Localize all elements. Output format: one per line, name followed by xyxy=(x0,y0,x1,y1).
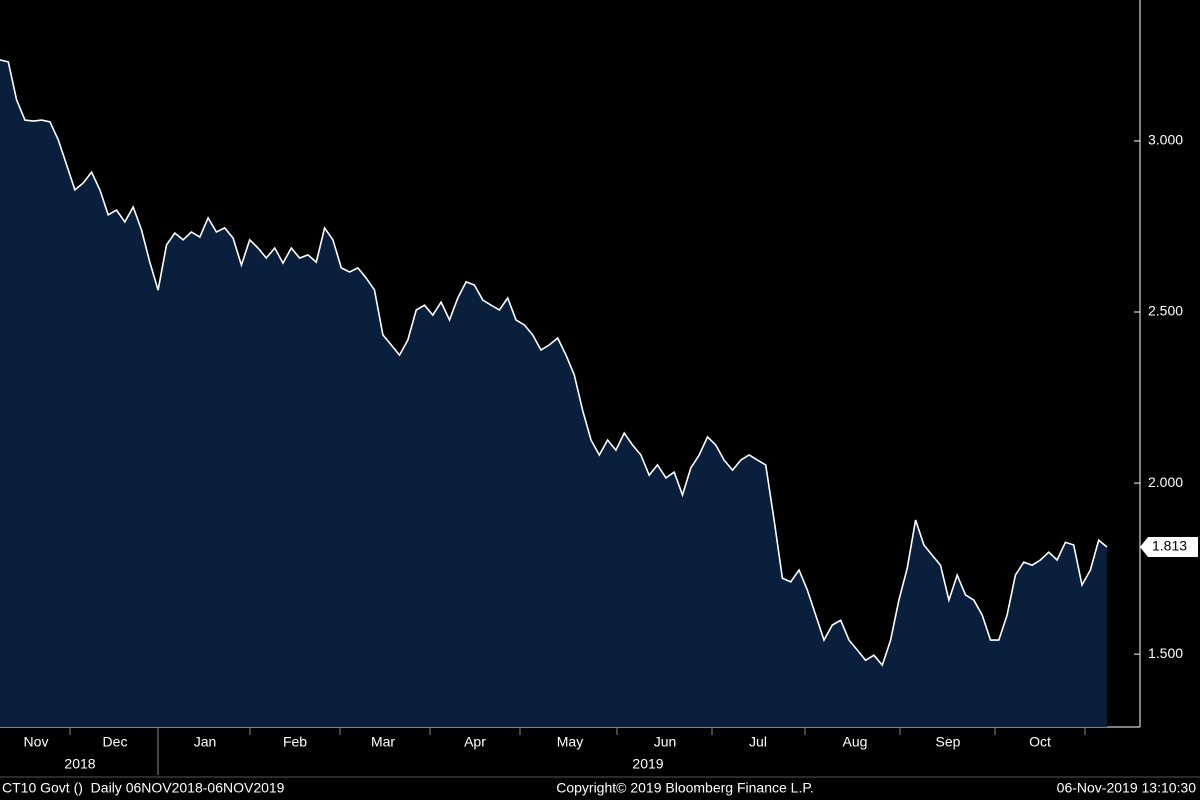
x-tick-label: Dec xyxy=(103,734,128,750)
year-label: 2019 xyxy=(632,756,663,772)
x-tick-label: Apr xyxy=(464,734,486,750)
y-tick-label: 2.500 xyxy=(1148,303,1183,319)
footer-center: Copyright© 2019 Bloomberg Finance L.P. xyxy=(556,780,814,796)
area-fill xyxy=(0,59,1107,727)
y-tick-label: 2.000 xyxy=(1148,474,1183,490)
x-tick-label: Jun xyxy=(654,734,677,750)
x-tick-label: Sep xyxy=(936,734,961,750)
x-tick-label: Mar xyxy=(371,734,395,750)
year-label: 2018 xyxy=(64,756,95,772)
x-tick-label: Aug xyxy=(843,734,868,750)
x-tick-label: Feb xyxy=(283,734,307,750)
x-tick-label: Jan xyxy=(194,734,217,750)
x-tick-label: Nov xyxy=(24,734,49,750)
y-tick-label: 3.000 xyxy=(1148,132,1183,148)
last-value-tag xyxy=(1140,537,1198,558)
x-tick-label: Oct xyxy=(1029,734,1051,750)
x-tick-label: Jul xyxy=(749,734,767,750)
x-tick-label: May xyxy=(557,734,583,750)
line xyxy=(0,59,1108,667)
footer-right: 06-Nov-2019 13:10:30 xyxy=(1057,780,1197,796)
last-value-label: 1.813 xyxy=(1152,538,1187,554)
footer-left: CT10 Govt () Daily 06NOV2018-06NOV2019 xyxy=(2,780,285,796)
y-tick-label: 1.500 xyxy=(1148,645,1183,661)
